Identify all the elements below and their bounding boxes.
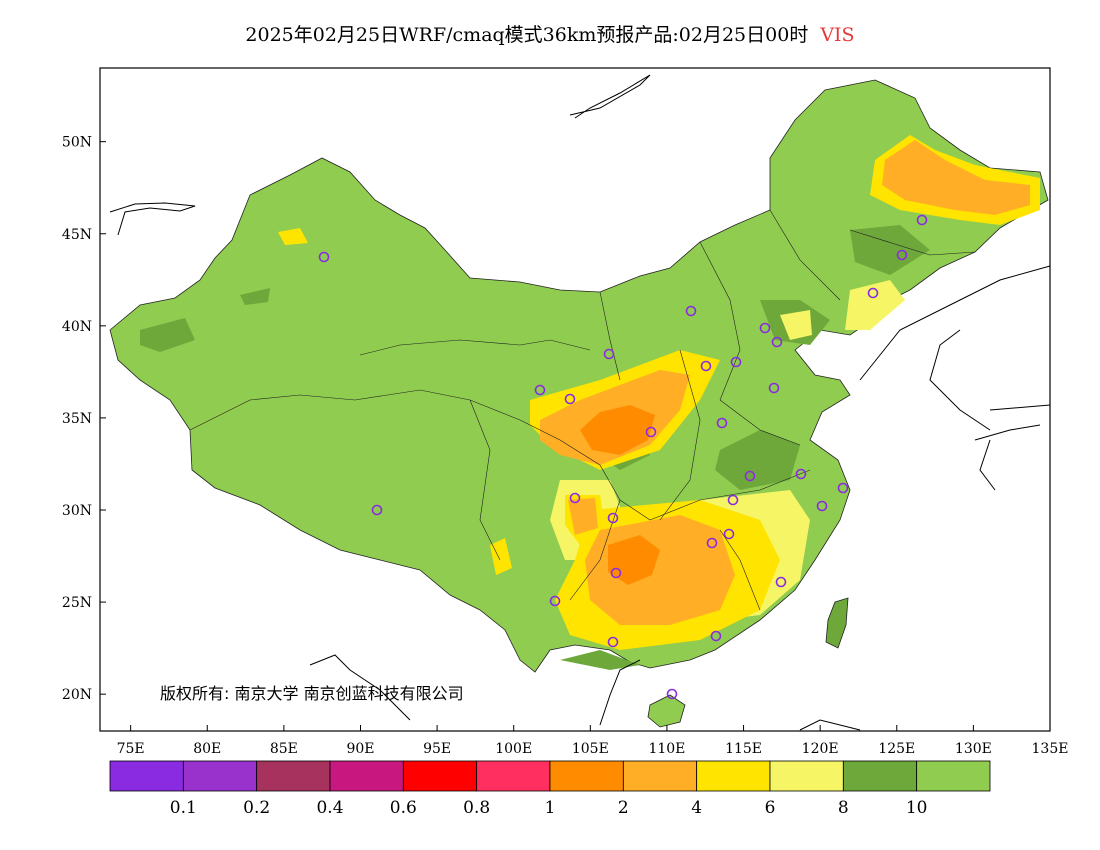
colorbar-label: 1 [545,798,556,818]
colorbar-label: 0.1 [170,798,197,818]
colorbar-swatch [549,760,624,792]
colorbar-swatch [182,760,258,792]
colorbar-label: 6 [765,798,776,818]
lon-tick-label: 120E [802,741,839,757]
lon-tick-label: 105E [572,741,609,757]
colorbar-swatch [329,760,404,792]
map-title: 2025年02月25日WRF/cmaq模式36km预报产品:02月25日00时 V… [0,20,1100,47]
colorbar-label: 2 [618,798,629,818]
copyright-text: 版权所有: 南京大学 南京创蓝科技有限公司 [160,684,464,703]
colorbar: 0.1 0.2 0.4 0.6 0.8 1 2 4 6 8 10 [109,760,991,818]
colorbar-swatch [916,760,991,792]
colorbar-swatch [256,760,331,792]
title-text: 2025年02月25日WRF/cmaq模式36km预报产品:02月25日00时 [245,24,809,46]
lon-tick-label: 90E [346,741,374,757]
lat-tick-label: 30N [62,503,92,519]
colorbar-label: 0.8 [463,798,490,818]
colorbar-label: 10 [906,798,928,818]
latitude-axis: 20N 25N 30N 35N 40N 45N 50N [62,135,106,703]
lat-tick-label: 50N [62,135,92,151]
lon-tick-label: 110E [648,741,685,757]
colorbar-swatch [696,760,771,792]
lon-tick-label: 100E [495,741,532,757]
lat-tick-label: 45N [62,227,92,243]
lon-tick-label: 85E [270,741,298,757]
lat-tick-label: 20N [62,687,92,703]
lon-tick-label: 115E [725,741,762,757]
lat-tick-label: 25N [62,595,92,611]
colorbar-label: 0.2 [243,798,270,818]
lon-tick-label: 75E [117,741,145,757]
station-markers [318,214,928,700]
lon-tick-label: 80E [193,741,221,757]
colorbar-label: 8 [838,798,849,818]
colorbar-swatch [622,760,698,792]
colorbar-swatch [476,760,551,792]
neighbour-coastlines [109,74,1051,731]
title-variable: VIS [820,24,855,46]
lat-tick-label: 35N [62,411,92,427]
lon-tick-label: 95E [423,741,451,757]
colorbar-swatch [769,760,844,792]
lon-tick-label: 130E [955,741,992,757]
colorbar-label: 4 [691,798,702,818]
lon-tick-label: 135E [1032,741,1069,757]
lat-tick-label: 40N [62,319,92,335]
province-borders [189,209,976,611]
hainan-island [647,694,686,728]
colorbar-label: 0.4 [316,798,343,818]
colorbar-swatch [842,760,918,792]
lon-tick-label: 125E [878,741,915,757]
taiwan-island [825,597,849,649]
colorbar-label: 0.6 [390,798,417,818]
longitude-axis: 75E 80E 85E 90E 95E 100E 105E 110E 115E 120E 125E 1… [117,725,1069,757]
colorbar-swatch [109,760,184,792]
colorbar-swatch [402,760,478,792]
